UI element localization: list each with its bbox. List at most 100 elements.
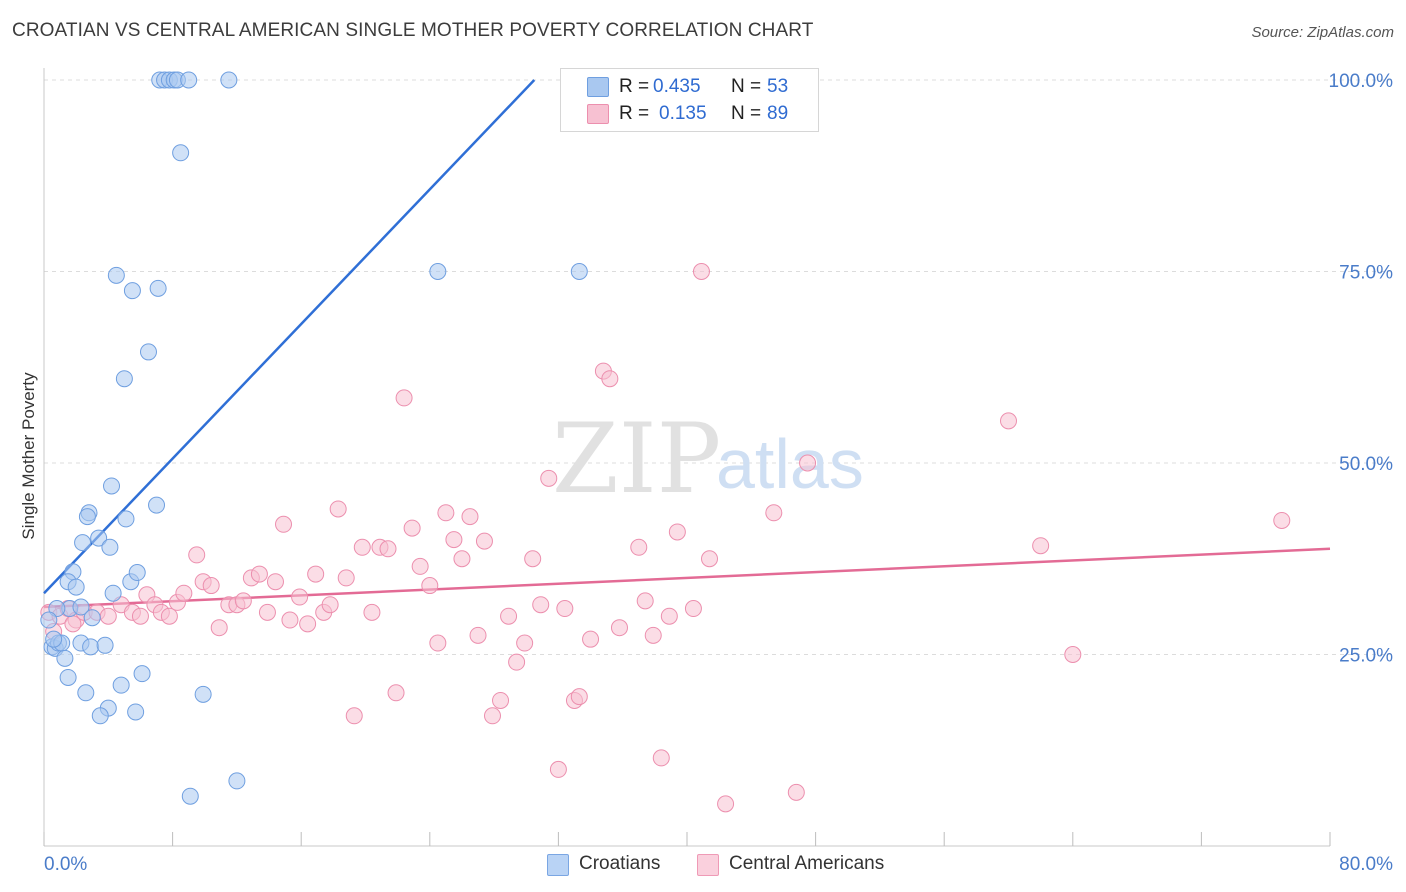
point-central-americans [411, 557, 429, 575]
gridlines [44, 79, 1392, 655]
point-croatians [139, 343, 157, 361]
point-croatians [429, 263, 447, 280]
point-central-americans [516, 634, 534, 652]
point-croatians [194, 685, 212, 703]
point-central-americans [258, 603, 276, 621]
legend-r-value: 0.435 [653, 76, 701, 97]
point-central-americans [601, 370, 619, 388]
point-central-americans [799, 454, 817, 472]
legend-r-label: R = [619, 103, 650, 124]
point-central-americans [717, 795, 735, 813]
point-central-americans [281, 611, 299, 629]
legend-r-label: R = [619, 76, 650, 97]
point-croatians [103, 477, 121, 495]
point-central-americans [765, 504, 783, 522]
point-central-americans [329, 500, 347, 518]
point-croatians [228, 772, 246, 790]
y-axis-label: Single Mother Poverty [19, 372, 38, 540]
series-legend: Croatians Central Americans [0, 852, 1406, 878]
point-central-americans [387, 684, 405, 702]
point-central-americans [345, 707, 363, 725]
point-croatians [115, 370, 133, 388]
legend-label-central-americans: Central Americans [729, 853, 885, 874]
point-croatians [82, 638, 100, 656]
point-central-americans [500, 607, 518, 625]
y-tick-label: 25.0% [1339, 646, 1393, 667]
point-central-americans [421, 577, 439, 595]
point-croatians [104, 584, 122, 602]
point-central-americans [652, 749, 670, 767]
point-croatians [127, 703, 145, 721]
point-central-americans [210, 619, 228, 637]
point-croatians [40, 611, 58, 629]
point-central-americans [299, 615, 317, 633]
point-central-americans [234, 592, 252, 610]
point-central-americans [453, 550, 471, 568]
point-central-americans [131, 607, 149, 625]
point-croatians [78, 508, 96, 526]
point-central-americans [445, 531, 463, 549]
point-croatians [220, 71, 238, 89]
point-central-americans [307, 565, 325, 583]
point-central-americans [701, 550, 719, 568]
legend-swatch-croatians [547, 854, 569, 876]
point-croatians [67, 578, 85, 596]
legend-label-croatians: Croatians [579, 853, 661, 874]
tick-labels: 25.0% 50.0% 75.0% 100.0% 0.0% 80.0% [44, 71, 1393, 875]
trend-lines [43, 79, 1331, 609]
point-central-americans [321, 596, 339, 614]
point-croatians [570, 263, 588, 280]
point-croatians [48, 600, 66, 618]
point-croatians [117, 510, 135, 528]
x-tick-label: 80.0% [1339, 854, 1393, 875]
legend-r-value: 0.135 [659, 103, 707, 124]
point-central-americans [610, 619, 628, 637]
point-croatians [128, 564, 146, 582]
point-central-americans [437, 504, 455, 522]
point-central-americans [64, 615, 82, 633]
point-central-americans [202, 577, 220, 595]
y-tick-label: 100.0% [1329, 71, 1394, 92]
point-croatians [77, 684, 95, 702]
watermark-zip: ZIP [552, 403, 721, 515]
chart-title: CROATIAN VS CENTRAL AMERICAN SINGLE MOTH… [12, 20, 814, 41]
point-central-americans [660, 607, 678, 625]
point-central-americans [403, 519, 421, 537]
point-croatians [181, 787, 199, 805]
legend-swatch-croatians [587, 77, 609, 97]
point-central-americans [188, 546, 206, 564]
point-croatians [56, 649, 74, 667]
trend-line-croatians [43, 79, 536, 595]
point-central-americans [644, 626, 662, 644]
trend-line-central-americans [43, 547, 1331, 609]
point-central-americans [556, 600, 574, 618]
point-central-americans [1273, 511, 1291, 529]
x-tick-label: 0.0% [44, 854, 87, 875]
point-croatians [172, 144, 190, 162]
point-central-americans [524, 550, 542, 568]
point-croatians [74, 534, 92, 552]
point-central-americans [379, 540, 397, 558]
point-central-americans [570, 688, 588, 706]
legend-n-value: 53 [767, 76, 789, 97]
point-central-americans [475, 532, 493, 550]
point-croatians [72, 598, 90, 616]
point-central-americans [508, 653, 526, 671]
point-croatians [149, 279, 167, 297]
point-croatians [90, 529, 108, 547]
point-central-americans [1000, 412, 1017, 430]
point-central-americans [630, 538, 648, 556]
legend-n-value: 89 [767, 103, 789, 124]
point-central-americans [582, 630, 600, 648]
point-central-americans [787, 783, 805, 801]
point-central-americans [363, 603, 381, 621]
data-points [40, 71, 1291, 813]
point-central-americans [636, 592, 654, 610]
watermark-atlas: atlas [716, 425, 864, 503]
point-central-americans [250, 565, 268, 583]
y-tick-label: 50.0% [1339, 454, 1393, 475]
point-central-americans [160, 607, 178, 625]
point-croatians [148, 496, 166, 514]
point-central-americans [492, 691, 510, 709]
point-central-americans [532, 596, 550, 614]
